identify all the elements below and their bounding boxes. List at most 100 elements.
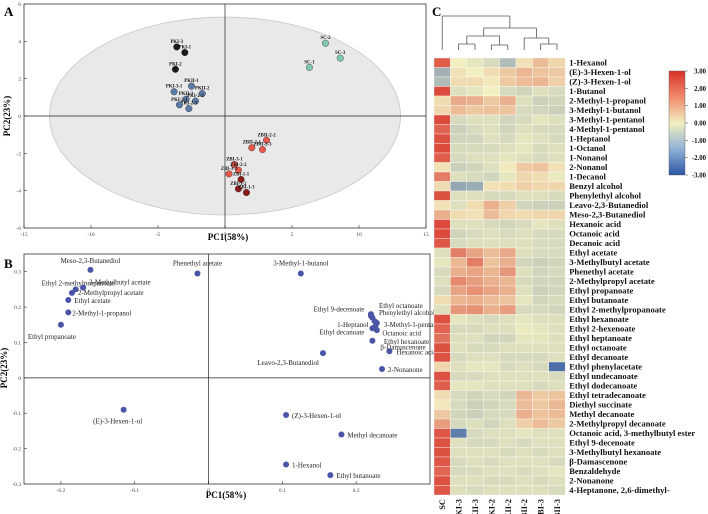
panel-b-loading-label: Meso-2,3-Butanediol	[61, 257, 121, 265]
panel-a-point-label: SC-3	[335, 51, 346, 56]
panel-b-loading-label: 2-Methyl-1-propanol	[72, 309, 131, 317]
heatmap-cell	[515, 162, 533, 173]
heatmap-cell	[532, 295, 549, 306]
heatmap-cell	[433, 371, 451, 382]
heatmap-cell	[433, 285, 451, 296]
panel-b-ytick-label: -0.1	[12, 411, 21, 417]
heatmap-cell	[466, 475, 484, 486]
heatmap-cell	[433, 304, 451, 315]
heatmap-cell	[483, 352, 500, 363]
heatmap-cell	[483, 124, 500, 135]
heatmap-cell	[450, 466, 467, 477]
panel-letter-c: C	[432, 4, 441, 19]
panel-b-loading-label: Octanoic acid	[382, 330, 421, 338]
heatmap-cell	[532, 390, 549, 401]
panel-b-loading-label: β-Damascenone	[380, 344, 425, 352]
heatmap-cell	[515, 143, 533, 154]
heatmap-cell	[499, 304, 517, 315]
heatmap-cell	[433, 399, 451, 410]
heatmap-cell	[433, 133, 451, 144]
heatmap-row-label: Ethyl 2-hexenoate	[569, 324, 635, 334]
panel-a-xtick-label: 10	[356, 232, 362, 238]
heatmap-cell	[483, 219, 500, 230]
heatmap-cell	[548, 67, 566, 78]
heatmap-row-label: Leavo-2,3-Butanediol	[569, 200, 649, 210]
heatmap-row-label: Ethyl 2-methylpropanoate	[569, 305, 666, 315]
heatmap-cell	[499, 390, 517, 401]
heatmap-cell	[515, 295, 533, 306]
heatmap-cell	[466, 485, 484, 496]
heatmap-cell	[433, 466, 451, 477]
heatmap-cell	[483, 257, 500, 268]
heatmap-cell	[515, 200, 533, 211]
heatmap-cell	[450, 238, 467, 249]
heatmap-cell	[515, 95, 533, 106]
heatmap-row-label: Meso-2,3-Butanediol	[569, 210, 646, 220]
heatmap-cell	[466, 437, 484, 448]
panel-a-xtick-label: 15	[423, 232, 429, 238]
heatmap-row-label: Ethyl propanoate	[569, 286, 633, 296]
heatmap-cell	[466, 152, 484, 163]
heatmap-cell	[499, 114, 517, 125]
heatmap-cell	[483, 333, 500, 344]
heatmap-cell	[483, 171, 500, 182]
heatmap-cell	[532, 247, 549, 258]
heatmap-cell	[433, 114, 451, 125]
heatmap-cell	[433, 314, 451, 325]
heatmap-cell	[466, 143, 484, 154]
heatmap-cell	[483, 238, 500, 249]
panel-a-point-label: PKI-2-2	[187, 94, 204, 99]
heatmap-row-label: 1-Octanol	[569, 143, 606, 153]
heatmap-cell	[532, 219, 549, 230]
heatmap-cell	[515, 276, 533, 287]
color-scale-tick-label: -3.00	[692, 173, 707, 180]
heatmap-cell	[466, 342, 484, 353]
heatmap-cell	[515, 333, 533, 344]
panel-a-point-label: PKII-1	[184, 79, 199, 84]
heatmap-cell	[466, 428, 484, 439]
heatmap-row-label: Decanoic acid	[569, 238, 620, 248]
heatmap-cell	[515, 418, 533, 429]
heatmap-cell	[499, 143, 517, 154]
panel-b-loading-label: Ethyl decanoate	[320, 328, 365, 336]
heatmap-cell	[450, 133, 467, 144]
heatmap-row-labels: 1-Hexanol(E)-3-Hexen-1-ol(Z)-3-Hexen-1-o…	[569, 58, 695, 496]
heatmap-cell	[515, 352, 533, 363]
panel-a-point	[234, 185, 242, 193]
heatmap-cell	[466, 304, 484, 315]
heatmap-cell	[515, 124, 533, 135]
heatmap-cell	[450, 200, 467, 211]
heatmap-cell	[433, 352, 451, 363]
heatmap-row-label: 1-Heptanol	[569, 134, 611, 144]
heatmap-cell	[466, 200, 484, 211]
panel-b-xtick-label: -0.1	[130, 488, 139, 494]
heatmap-cell	[499, 295, 517, 306]
panel-a-point-label: PKI-2-1	[171, 98, 188, 103]
heatmap-cell	[466, 390, 484, 401]
panel-a-point-label: ZBI-2-2	[230, 163, 247, 168]
heatmap-cell	[483, 399, 500, 410]
heatmap-cell	[548, 466, 566, 477]
heatmap-color-scale-ticks: 3.00 2.00 1.00 0.00 -1.00 -2.00 -3.00	[685, 69, 707, 180]
panel-b-loading-point	[379, 366, 386, 372]
panel-b-ylabel: PC2(23%)	[0, 348, 9, 389]
heatmap-cell	[450, 352, 467, 363]
heatmap-cell	[532, 67, 549, 78]
heatmap-cell	[499, 95, 517, 106]
heatmap-cell	[466, 361, 484, 372]
heatmap-cell	[532, 485, 549, 496]
heatmap-cell	[450, 428, 467, 439]
heatmap-cell	[466, 76, 484, 87]
panel-letter-a: A	[4, 4, 14, 19]
heatmap-cell	[515, 190, 533, 201]
panel-b-loading-point	[297, 270, 304, 277]
heatmap-cell	[548, 76, 566, 87]
panel-b-loading-label: Phenethyl acetate	[173, 259, 222, 267]
heatmap-column-label: ZBI-3	[537, 499, 546, 514]
heatmap-row-label: Ethyl hexanoate	[569, 314, 629, 324]
heatmap-cell	[515, 57, 533, 68]
heatmap-cell	[450, 247, 467, 258]
heatmap-cell	[548, 418, 566, 429]
heatmap-cell	[433, 171, 451, 182]
